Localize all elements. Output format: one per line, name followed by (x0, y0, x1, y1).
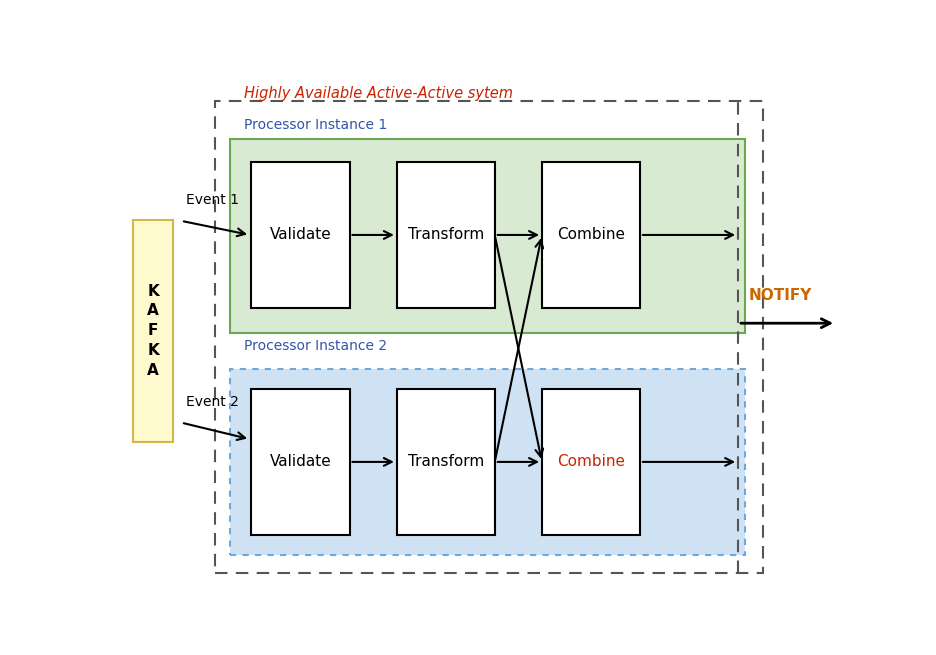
Bar (541, 162, 639, 308)
Text: Processor Instance 1: Processor Instance 1 (244, 117, 388, 132)
Text: Validate: Validate (270, 455, 331, 470)
Text: NOTIFY: NOTIFY (748, 288, 812, 303)
Text: Combine: Combine (556, 455, 624, 470)
Bar (541, 389, 639, 535)
Text: Validate: Validate (270, 227, 331, 242)
Bar (215, 102, 763, 573)
Text: Event 2: Event 2 (186, 395, 239, 409)
Bar (251, 389, 349, 535)
Text: Event 1: Event 1 (186, 193, 239, 207)
Text: Transform: Transform (407, 227, 483, 242)
Bar (396, 162, 494, 308)
Text: K
A
F
K
A: K A F K A (147, 284, 159, 378)
Text: Processor Instance 2: Processor Instance 2 (244, 339, 387, 354)
Bar (396, 389, 494, 535)
Bar (229, 139, 744, 333)
Bar (133, 220, 173, 441)
Bar (251, 162, 349, 308)
Text: Highly Available Active-Active sytem: Highly Available Active-Active sytem (244, 86, 513, 102)
Text: Transform: Transform (407, 455, 483, 470)
Bar (229, 369, 744, 555)
Text: Combine: Combine (556, 227, 624, 242)
